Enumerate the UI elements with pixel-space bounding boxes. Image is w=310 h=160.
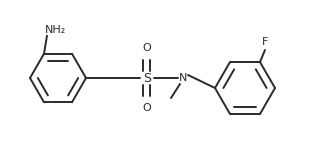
Text: O: O [143,103,151,113]
Text: O: O [143,43,151,53]
Text: S: S [143,72,151,84]
Text: F: F [262,37,268,47]
Text: NH₂: NH₂ [44,25,66,35]
Text: N: N [179,73,187,83]
